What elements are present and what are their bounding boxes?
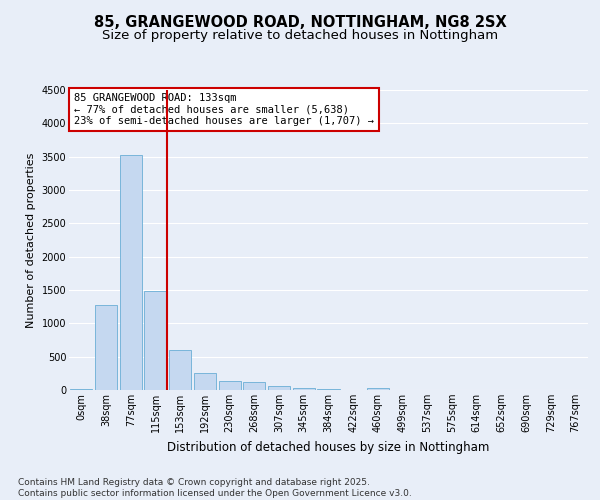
X-axis label: Distribution of detached houses by size in Nottingham: Distribution of detached houses by size … [167, 440, 490, 454]
Bar [119, 154, 142, 390]
Text: 85, GRANGEWOOD ROAD, NOTTINGHAM, NG8 2SX: 85, GRANGEWOOD ROAD, NOTTINGHAM, NG8 2SX [94, 15, 506, 30]
Text: 85 GRANGEWOOD ROAD: 133sqm
← 77% of detached houses are smaller (5,638)
23% of s: 85 GRANGEWOOD ROAD: 133sqm ← 77% of deta… [74, 93, 374, 126]
Bar [243, 382, 265, 390]
Text: Size of property relative to detached houses in Nottingham: Size of property relative to detached ho… [102, 28, 498, 42]
Bar [268, 386, 290, 390]
Bar [194, 373, 216, 390]
Bar [293, 388, 315, 390]
Bar [145, 290, 167, 390]
Bar [70, 388, 92, 390]
Bar [218, 382, 241, 390]
Y-axis label: Number of detached properties: Number of detached properties [26, 152, 36, 328]
Bar [95, 304, 117, 390]
Bar [367, 388, 389, 390]
Text: Contains HM Land Registry data © Crown copyright and database right 2025.
Contai: Contains HM Land Registry data © Crown c… [18, 478, 412, 498]
Bar [169, 350, 191, 390]
